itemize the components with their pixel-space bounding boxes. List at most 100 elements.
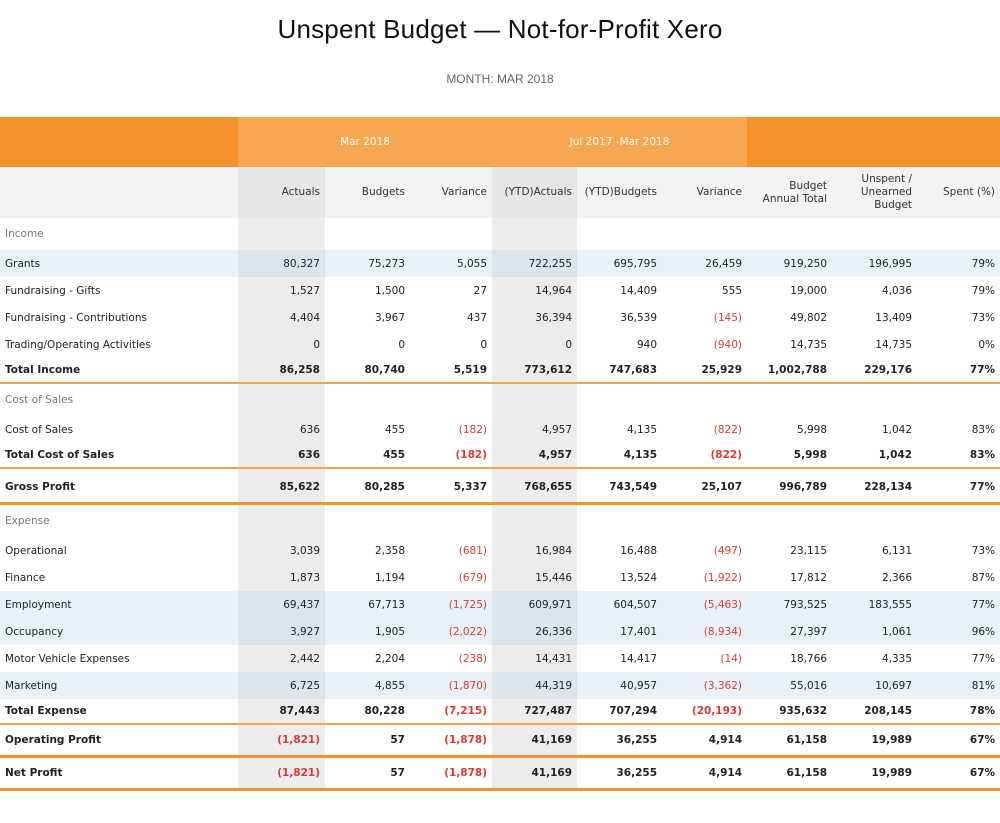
- column-header-spent: Spent (%): [917, 167, 1000, 218]
- value-cell: 10,697: [832, 672, 918, 699]
- value-cell: 41,169: [492, 756, 578, 791]
- value-cell: 695,795: [577, 250, 663, 277]
- value-cell: 2,204: [374, 652, 405, 665]
- value-cell: (20,193): [662, 699, 748, 725]
- value-cell: 455: [384, 423, 405, 436]
- band-blank: [0, 117, 238, 167]
- value-cell: 36,255: [577, 724, 663, 758]
- value-cell: 27: [473, 284, 488, 297]
- empty-cell: [410, 504, 492, 538]
- value-cell: 919,250: [747, 250, 833, 277]
- value-cell: 1,194: [374, 571, 405, 584]
- table-row-fundraising-contributions: Fundraising - Contributions 4,404 3,967 437…: [0, 304, 1000, 331]
- empty-cell: [577, 504, 662, 538]
- row-label: Net Profit: [0, 756, 238, 791]
- section-title: Cost of Sales: [5, 394, 74, 406]
- value-cell: 6,725: [238, 672, 325, 699]
- value-cell: (238): [458, 652, 488, 665]
- value-cell: 768,655: [492, 472, 578, 505]
- empty-cell: [917, 383, 1000, 416]
- empty-cell: [832, 504, 917, 538]
- column-header-ytd-actuals: (YTD)Actuals: [492, 167, 578, 218]
- value-cell: 14,409: [620, 284, 658, 297]
- value-cell: 604,507: [577, 591, 663, 618]
- value-cell: 77%: [971, 652, 996, 665]
- value-cell: 36,394: [492, 304, 578, 331]
- value-cell: 208,145: [832, 699, 918, 725]
- value-cell: 18,766: [790, 652, 828, 665]
- value-cell: 61,158: [747, 724, 833, 758]
- value-cell: 79%: [971, 284, 996, 297]
- value-cell: 747,683: [577, 358, 663, 384]
- value-cell: 57: [325, 724, 410, 758]
- empty-cell: [492, 218, 578, 250]
- row-label: Finance: [5, 571, 46, 584]
- value-cell: 6,131: [881, 544, 913, 557]
- value-cell: (5,463): [662, 591, 748, 618]
- table-row-fundraising-gifts: Fundraising - Gifts 1,527 1,500 27 14,964 14,…: [0, 277, 1000, 304]
- value-cell: 14,735: [875, 338, 913, 351]
- value-cell: 1,061: [832, 618, 918, 645]
- value-cell: 773,612: [492, 358, 578, 384]
- section-title: Income: [5, 228, 44, 240]
- value-cell: 75,273: [325, 250, 410, 277]
- value-cell: 1,042: [881, 423, 913, 436]
- spacer-row: [0, 468, 1000, 472]
- value-cell: 0: [480, 338, 488, 351]
- value-cell: 228,134: [832, 472, 918, 505]
- value-cell: (2,022): [410, 618, 493, 645]
- value-cell: (182): [410, 443, 493, 469]
- row-label: Total Cost of Sales: [0, 443, 238, 469]
- value-cell: 77%: [917, 358, 1000, 384]
- value-cell: 14,735: [790, 338, 828, 351]
- value-cell: (182): [458, 423, 488, 436]
- table-row-motor-vehicle-expenses: Motor Vehicle Expenses 2,442 2,204 (238) 14,…: [0, 645, 1000, 672]
- row-label: Grants: [0, 250, 238, 277]
- value-cell: 83%: [917, 443, 1000, 469]
- value-cell: 935,632: [747, 699, 833, 725]
- section-expense: Expense: [0, 503, 1000, 538]
- value-cell: 4,914: [662, 724, 748, 758]
- table-row-trading-operating-activities: Trading/Operating Activities 0 0 0 0 940 (940)…: [0, 331, 1000, 358]
- table-row-employment: Employment 69,437 67,713 (1,725) 609,971 604,…: [0, 591, 1000, 618]
- value-cell: 80,228: [325, 699, 410, 725]
- value-cell: 83%: [971, 423, 996, 436]
- value-cell: (497): [713, 544, 743, 557]
- value-cell: 23,115: [790, 544, 828, 557]
- gross-profit-row: Gross Profit 85,622 80,285 5,337 768,655 743,…: [0, 472, 1000, 505]
- row-label: Cost of Sales: [5, 423, 74, 436]
- value-cell: (7,215): [410, 699, 493, 725]
- operating-profit-row: Operating Profit (1,821) 57 (1,878) 41,169 36…: [0, 724, 1000, 758]
- table-row-occupancy: Occupancy 3,927 1,905 (2,022) 26,336 17,401 (8…: [0, 618, 1000, 645]
- value-cell: 722,255: [492, 250, 578, 277]
- empty-cell: [747, 504, 832, 538]
- empty-cell: [917, 504, 1000, 538]
- value-cell: 1,500: [374, 284, 405, 297]
- spacer-cell: [238, 468, 325, 472]
- row-label: Total Expense: [0, 699, 238, 725]
- value-cell: 15,446: [492, 564, 578, 591]
- table-row-cost-of-sales: Cost of Sales 636 455 (182) 4,957 4,135 (822) 5…: [0, 416, 1000, 443]
- value-cell: 5,519: [410, 358, 493, 384]
- budget-table: Mar 2018 Jul 2017 -Mar 2018 Actuals Budgets…: [0, 117, 1000, 791]
- value-cell: (1,922): [703, 571, 743, 584]
- value-cell: 26,459: [662, 250, 748, 277]
- value-cell: 77%: [917, 591, 1000, 618]
- value-cell: 73%: [971, 544, 996, 557]
- band-blank: [747, 117, 1000, 167]
- value-cell: 27,397: [747, 618, 833, 645]
- value-cell: 86,258: [238, 358, 325, 384]
- value-cell: (1,878): [410, 756, 493, 791]
- value-cell: 19,000: [790, 284, 828, 297]
- value-cell: 0%: [978, 338, 996, 351]
- value-cell: 636: [238, 416, 325, 443]
- value-cell: (1,878): [410, 724, 493, 758]
- empty-cell: [325, 504, 410, 538]
- value-cell: 0: [238, 331, 325, 358]
- value-cell: 87%: [971, 571, 996, 584]
- value-cell: 80,740: [325, 358, 410, 384]
- value-cell: 81%: [917, 672, 1000, 699]
- value-cell: 13,524: [620, 571, 658, 584]
- value-cell: 80,285: [325, 472, 410, 505]
- empty-cell: [238, 503, 325, 537]
